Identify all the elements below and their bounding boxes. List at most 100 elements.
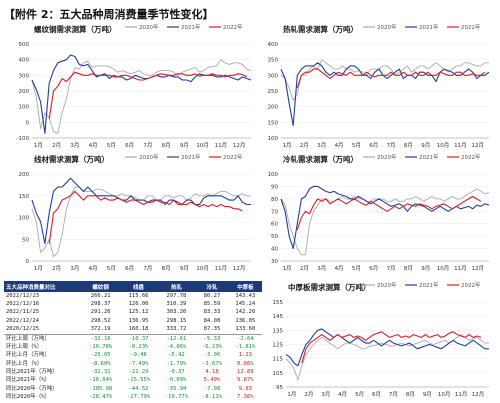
coldroll-xtick-2: 3月: [317, 265, 326, 272]
table-cell: 环比上月（%）: [6, 360, 43, 367]
table-row: 2022/12/24 298.52 136.95 298.15 84.08 136.05: [4, 317, 262, 325]
hotroll-series-0: [280, 59, 489, 101]
table-header-cell: 冷轧: [195, 281, 229, 292]
hotroll-ytick-2: 200: [268, 105, 279, 111]
plate-xtick-0: 1月: [287, 391, 296, 398]
coldroll-xtick-7: 8月: [404, 265, 413, 272]
table-cell: -32.31: [90, 369, 111, 376]
table-cell: 9.87%: [237, 377, 254, 384]
wire-xtick-10: 11月: [215, 265, 228, 272]
rebar-series-2: [48, 71, 247, 120]
wire-xtick-0: 1月: [34, 265, 43, 272]
coldroll-ytick-2: 50: [271, 234, 278, 240]
plate-ytick-0: 95: [276, 385, 283, 391]
table-cell: -5.33: [195, 333, 229, 344]
table-cell: 145.24: [235, 301, 256, 308]
table-cell: 9.83: [238, 385, 252, 392]
table-cell: -2.64: [228, 333, 262, 344]
wire-series-1: [31, 177, 251, 245]
wire-xtick-7: 8月: [162, 265, 171, 272]
table-cell: -28.47%: [89, 394, 113, 401]
rebar-title: 螺纹钢需求测算（万吨）: [34, 24, 117, 34]
table-cell: 133.60: [235, 326, 256, 333]
coldroll-xtick-5: 6月: [369, 265, 378, 272]
rebar-xtick-1: 2月: [52, 142, 61, 149]
plate-xtick-5: 6月: [372, 391, 381, 398]
coldroll-ytick-6: 90: [271, 184, 278, 190]
rebar-xtick-8: 9月: [180, 142, 189, 149]
plate-xtick-7: 8月: [406, 391, 415, 398]
table-cell: 298.52: [90, 317, 111, 324]
hotroll-ytick-3: 250: [268, 89, 279, 95]
table-cell: 83.33: [203, 309, 221, 316]
hotroll-xtick-3: 4月: [335, 142, 344, 149]
table-cell: -9.46: [130, 352, 147, 359]
rebar-series-0: [31, 59, 252, 134]
rebar-legend-label-0: 2020年: [139, 23, 159, 31]
coldroll-ytick-7: 100: [268, 172, 279, 178]
table-cell: -25.05: [90, 352, 111, 359]
table-row: 环比上周（万吨） -32.16 -10.37 -12.61 -5.33 -2.64: [4, 333, 262, 344]
table-cell: 142.20: [235, 309, 256, 316]
table-row: 2022/12/16 298.37 126.00 310.39 85.59 145.24: [4, 300, 262, 308]
table-cell: -3.67%: [202, 360, 222, 367]
wire-ytick-1: 50: [22, 237, 29, 243]
table-cell: 298.37: [90, 301, 111, 308]
rebar-xtick-0: 1月: [34, 142, 43, 149]
table-cell: -0.37: [168, 369, 185, 376]
consumption-data-table: 五大品种消费量对比 螺纹钢 线盘 热轧 冷轧 中厚板 2022/12/23 266.21 11…: [4, 281, 262, 402]
table-cell: 298.15: [166, 317, 187, 324]
rebar-legend-label-2: 2022年: [223, 23, 243, 31]
table-cell: 310.39: [166, 301, 187, 308]
rebar-xtick-11: 12月: [233, 142, 246, 149]
table-header-cell: 热轧: [157, 281, 196, 292]
table-cell: 372.19: [90, 326, 111, 333]
rebar-xtick-4: 5月: [107, 142, 116, 149]
rebar-xtick-10: 11月: [215, 142, 228, 149]
hotroll-legend-label-0: 2020年: [377, 23, 397, 31]
table-cell: 80.27: [203, 292, 221, 299]
plate-ytick-1: 105: [273, 371, 284, 377]
table-cell: -105.98: [89, 385, 113, 392]
table-body: 2022/12/23 266.21 115.66 297.78 80.27 143.43 2…: [4, 292, 262, 402]
panel-plate: 中厚板需求测算（万吨） 2020年 2021年 2022年 95 105 115 125 135…: [262, 278, 497, 401]
coldroll-xtick-3: 4月: [335, 265, 344, 272]
rebar-xtick-5: 6月: [125, 142, 134, 149]
table-cell: 0.86%: [237, 360, 254, 367]
table-cell: -1.79%: [166, 360, 187, 367]
hotroll-ytick-0: 100: [268, 136, 279, 142]
table-cell: 5.49%: [203, 377, 221, 384]
table-cell: 297.78: [166, 292, 187, 299]
wire-ytick-3: 150: [19, 194, 30, 200]
table-row: 2022/11/25 291.26 125.12 303.20 83.33 142.20: [4, 309, 262, 317]
table-cell: 12.89: [237, 369, 254, 376]
panel-rebar: 螺纹钢需求测算（万吨） 2020年 2021年 2022年 -100 0 100 200 300…: [4, 20, 257, 152]
table-row: 同比2020年（%） -28.47% -27.79% -10.77% -8.11% 7.3…: [4, 394, 262, 402]
consumption-table: 五大品种消费量对比 螺纹钢 线盘 热轧 冷轧 中厚板 2022/12/23 266.21 11…: [4, 281, 262, 402]
coldroll-ytick-5: 80: [271, 197, 278, 203]
table-cell: -35.94: [166, 385, 187, 392]
plate-ytick-6: 155: [273, 300, 284, 306]
hotroll-legend-label-1: 2021年: [419, 23, 439, 31]
table-cell: -10.77%: [164, 394, 189, 401]
table-cell: -1.81%: [235, 343, 256, 350]
rebar-xtick-6: 7月: [143, 142, 152, 149]
wire-ytick-0: 0: [26, 259, 30, 265]
table-cell: 136.05: [235, 317, 256, 324]
hotroll-ytick-5: 350: [268, 58, 279, 64]
coldroll-ytick-3: 60: [271, 222, 278, 228]
wire-xtick-2: 3月: [70, 265, 79, 272]
wire-xtick-9: 10月: [196, 265, 209, 272]
table-cell: 2022/12/23: [6, 292, 40, 299]
table-cell: 136.95: [128, 317, 149, 324]
wire-legend-label-2: 2022年: [223, 153, 243, 161]
table-cell: -8.23%: [128, 343, 149, 350]
wire-xtick-3: 4月: [89, 265, 98, 272]
rebar-ytick-1: 0: [26, 120, 30, 126]
table-cell: -27.79%: [126, 394, 151, 401]
rebar-xtick-3: 4月: [89, 142, 98, 149]
table-cell: 4.18: [205, 369, 219, 376]
wire-xtick-4: 5月: [107, 265, 116, 272]
table-header-cell: 线盘: [119, 281, 158, 292]
table-row: 环比上月（%） -8.60% -7.49% -1.79% -3.67% 0.86%: [4, 360, 262, 368]
